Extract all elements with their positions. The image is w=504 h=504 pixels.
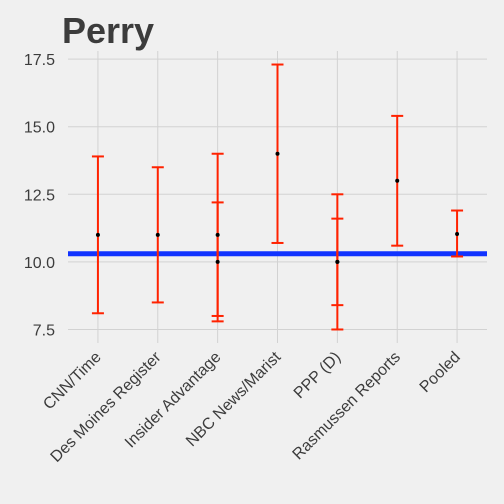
y-tick-label: 15.0 [24, 120, 55, 137]
data-point [155, 232, 160, 237]
x-tick-label: CNN/Time [40, 349, 104, 413]
y-tick-label: 7.5 [33, 322, 55, 339]
data-point [395, 178, 400, 183]
y-axis-ticks: 7.5 10.0 12.5 15.0 17.5 [24, 52, 55, 339]
y-tick-label: 12.5 [24, 187, 55, 204]
y-tick-label: 17.5 [24, 52, 55, 69]
data-point [335, 259, 340, 264]
data-point [95, 232, 100, 237]
data-point [275, 151, 280, 156]
x-tick-label: PPP (D) [291, 349, 344, 402]
data-point [455, 232, 460, 237]
data-point [215, 232, 220, 237]
data-point [215, 259, 220, 264]
x-tick-label: Des Moines Register [48, 348, 166, 466]
points [95, 151, 460, 264]
x-tick-label: Pooled [417, 349, 464, 396]
chart-title: Perry [62, 10, 154, 51]
y-tick-label: 10.0 [24, 255, 55, 272]
x-tick-label: Rasmussen Reports [290, 349, 405, 464]
